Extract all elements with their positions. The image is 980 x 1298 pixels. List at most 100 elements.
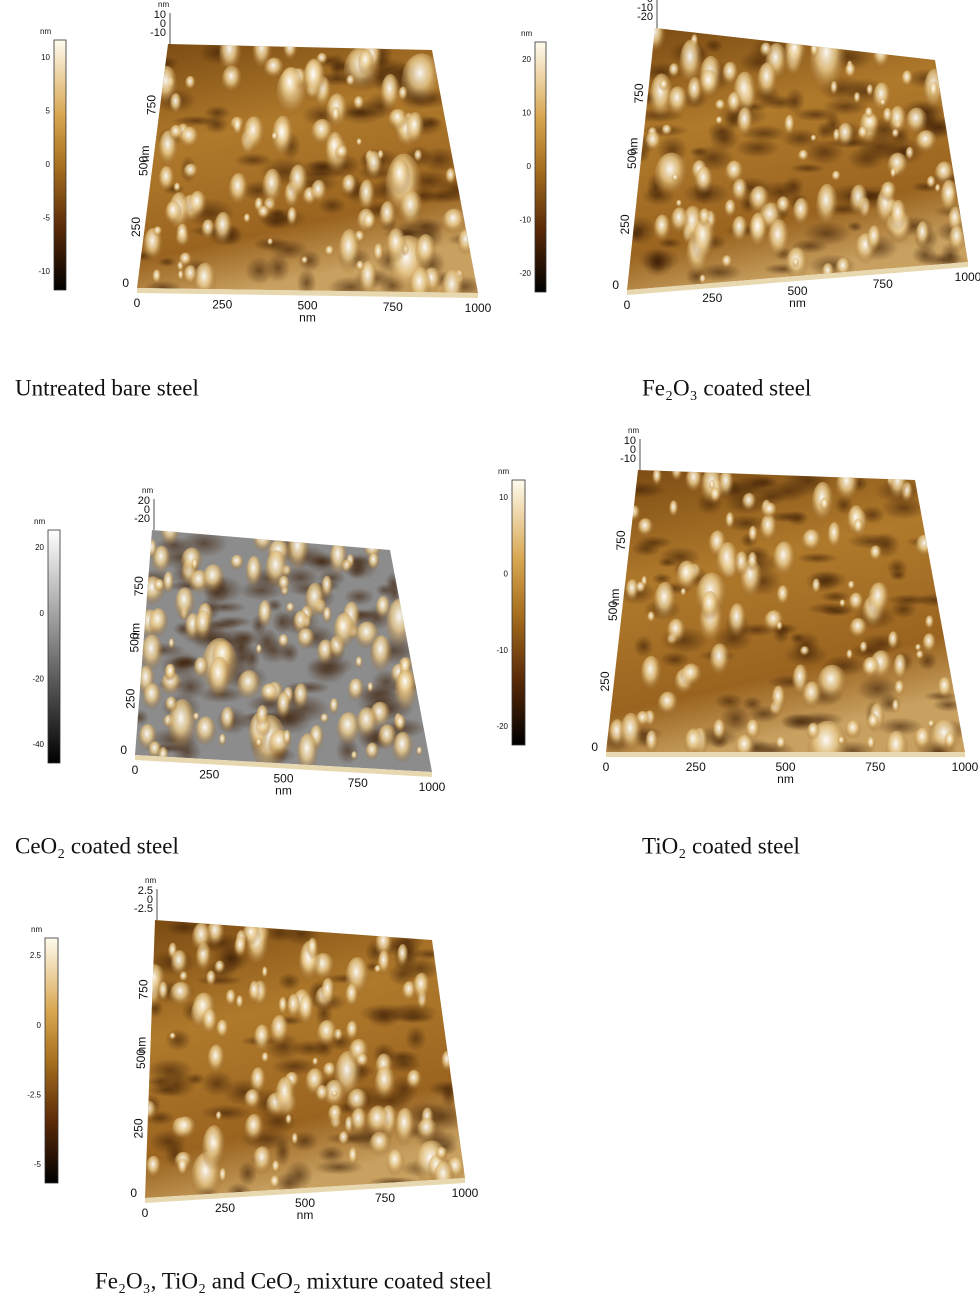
- peak: [776, 196, 791, 216]
- peak: [351, 751, 358, 760]
- peak: [699, 208, 711, 228]
- shadow: [821, 606, 853, 617]
- peak: [373, 243, 384, 265]
- x-axis-unit: nm: [275, 784, 292, 798]
- peak: [248, 981, 260, 1006]
- y-tick-label: 750: [614, 530, 628, 550]
- colorbar-unit: nm: [34, 517, 45, 526]
- peak: [722, 62, 739, 88]
- peak: [256, 644, 262, 655]
- peak: [807, 723, 820, 742]
- y-tick-label: 750: [137, 979, 151, 999]
- caption: CeO₂ coated steel: [15, 833, 179, 858]
- peak: [342, 175, 358, 199]
- colorbar-tick-label: -2.5: [27, 1090, 41, 1099]
- peak: [152, 269, 161, 285]
- peak: [283, 730, 291, 747]
- colorbar-unit: nm: [498, 467, 509, 476]
- peak: [732, 216, 749, 245]
- shadow: [633, 636, 653, 658]
- peak: [303, 59, 325, 104]
- peak: [278, 634, 289, 649]
- x-tick-label: 1000: [955, 270, 980, 284]
- peak: [169, 125, 183, 142]
- peak: [297, 628, 315, 650]
- peak: [647, 611, 655, 623]
- peak: [715, 100, 726, 112]
- shadow: [278, 973, 301, 991]
- peak: [163, 571, 174, 595]
- peak: [278, 576, 290, 593]
- peak: [441, 1051, 453, 1073]
- peak: [293, 683, 308, 711]
- colorbar-tick-label: 0: [46, 160, 51, 169]
- peak: [185, 76, 196, 91]
- x-tick-label: 1000: [952, 760, 979, 774]
- peak: [253, 1146, 273, 1176]
- shadow: [659, 651, 690, 667]
- peak: [386, 228, 407, 265]
- peak: [312, 1058, 318, 1067]
- shadow: [735, 138, 780, 158]
- peak: [635, 582, 646, 595]
- peak: [288, 164, 308, 201]
- peak: [375, 1066, 396, 1102]
- peak: [346, 75, 355, 88]
- y-tick-label: 250: [598, 671, 612, 691]
- y-tick-label: 0: [130, 1186, 137, 1200]
- peak: [716, 542, 739, 584]
- peak: [680, 588, 686, 597]
- peak: [746, 720, 761, 742]
- z-tick-label: -2.5: [134, 903, 153, 915]
- peak: [836, 469, 859, 504]
- colorbar-tick-label: 0: [504, 569, 509, 578]
- peak: [402, 53, 442, 109]
- z-tick-label: -10: [620, 453, 636, 465]
- peak: [793, 198, 811, 228]
- peak: [839, 599, 845, 608]
- peak: [822, 263, 835, 283]
- peak: [262, 967, 268, 980]
- colorbar-tick-label: -10: [496, 646, 508, 655]
- peak: [792, 664, 809, 698]
- peak: [725, 512, 734, 531]
- peak: [348, 678, 364, 702]
- peak: [165, 201, 182, 227]
- colorbar-tick-label: -20: [519, 269, 531, 278]
- peak: [889, 468, 908, 502]
- peak: [667, 86, 688, 118]
- peak: [189, 191, 208, 219]
- peak: [216, 1111, 222, 1121]
- peak: [784, 115, 795, 137]
- caption: Fe₂O₃, TiO₂ and CeO₂ mixture coated stee…: [95, 1268, 492, 1293]
- peak: [353, 96, 364, 111]
- peak: [355, 622, 379, 651]
- peak: [880, 182, 897, 203]
- peak: [161, 518, 179, 547]
- peak: [915, 644, 921, 652]
- colorbar-tick-label: 20: [35, 543, 44, 552]
- peak: [820, 498, 829, 513]
- peak: [158, 982, 169, 1004]
- peak: [868, 582, 890, 618]
- x-tick-label: 250: [212, 297, 232, 311]
- peak: [171, 950, 189, 978]
- peak: [833, 129, 840, 144]
- peak: [725, 160, 744, 185]
- x-axis-unit: nm: [297, 1208, 314, 1222]
- peak: [659, 80, 669, 92]
- y-tick-label: 250: [123, 688, 137, 708]
- peak: [258, 600, 272, 630]
- colorbar-tick-label: -20: [496, 722, 508, 731]
- peak: [441, 269, 464, 310]
- peak: [194, 657, 209, 680]
- colorbar-tick-label: -40: [32, 740, 44, 749]
- peak: [233, 118, 242, 137]
- shadow: [709, 127, 740, 151]
- peak: [346, 1021, 359, 1043]
- peak: [645, 730, 658, 755]
- peak: [637, 518, 653, 538]
- peak: [784, 35, 806, 70]
